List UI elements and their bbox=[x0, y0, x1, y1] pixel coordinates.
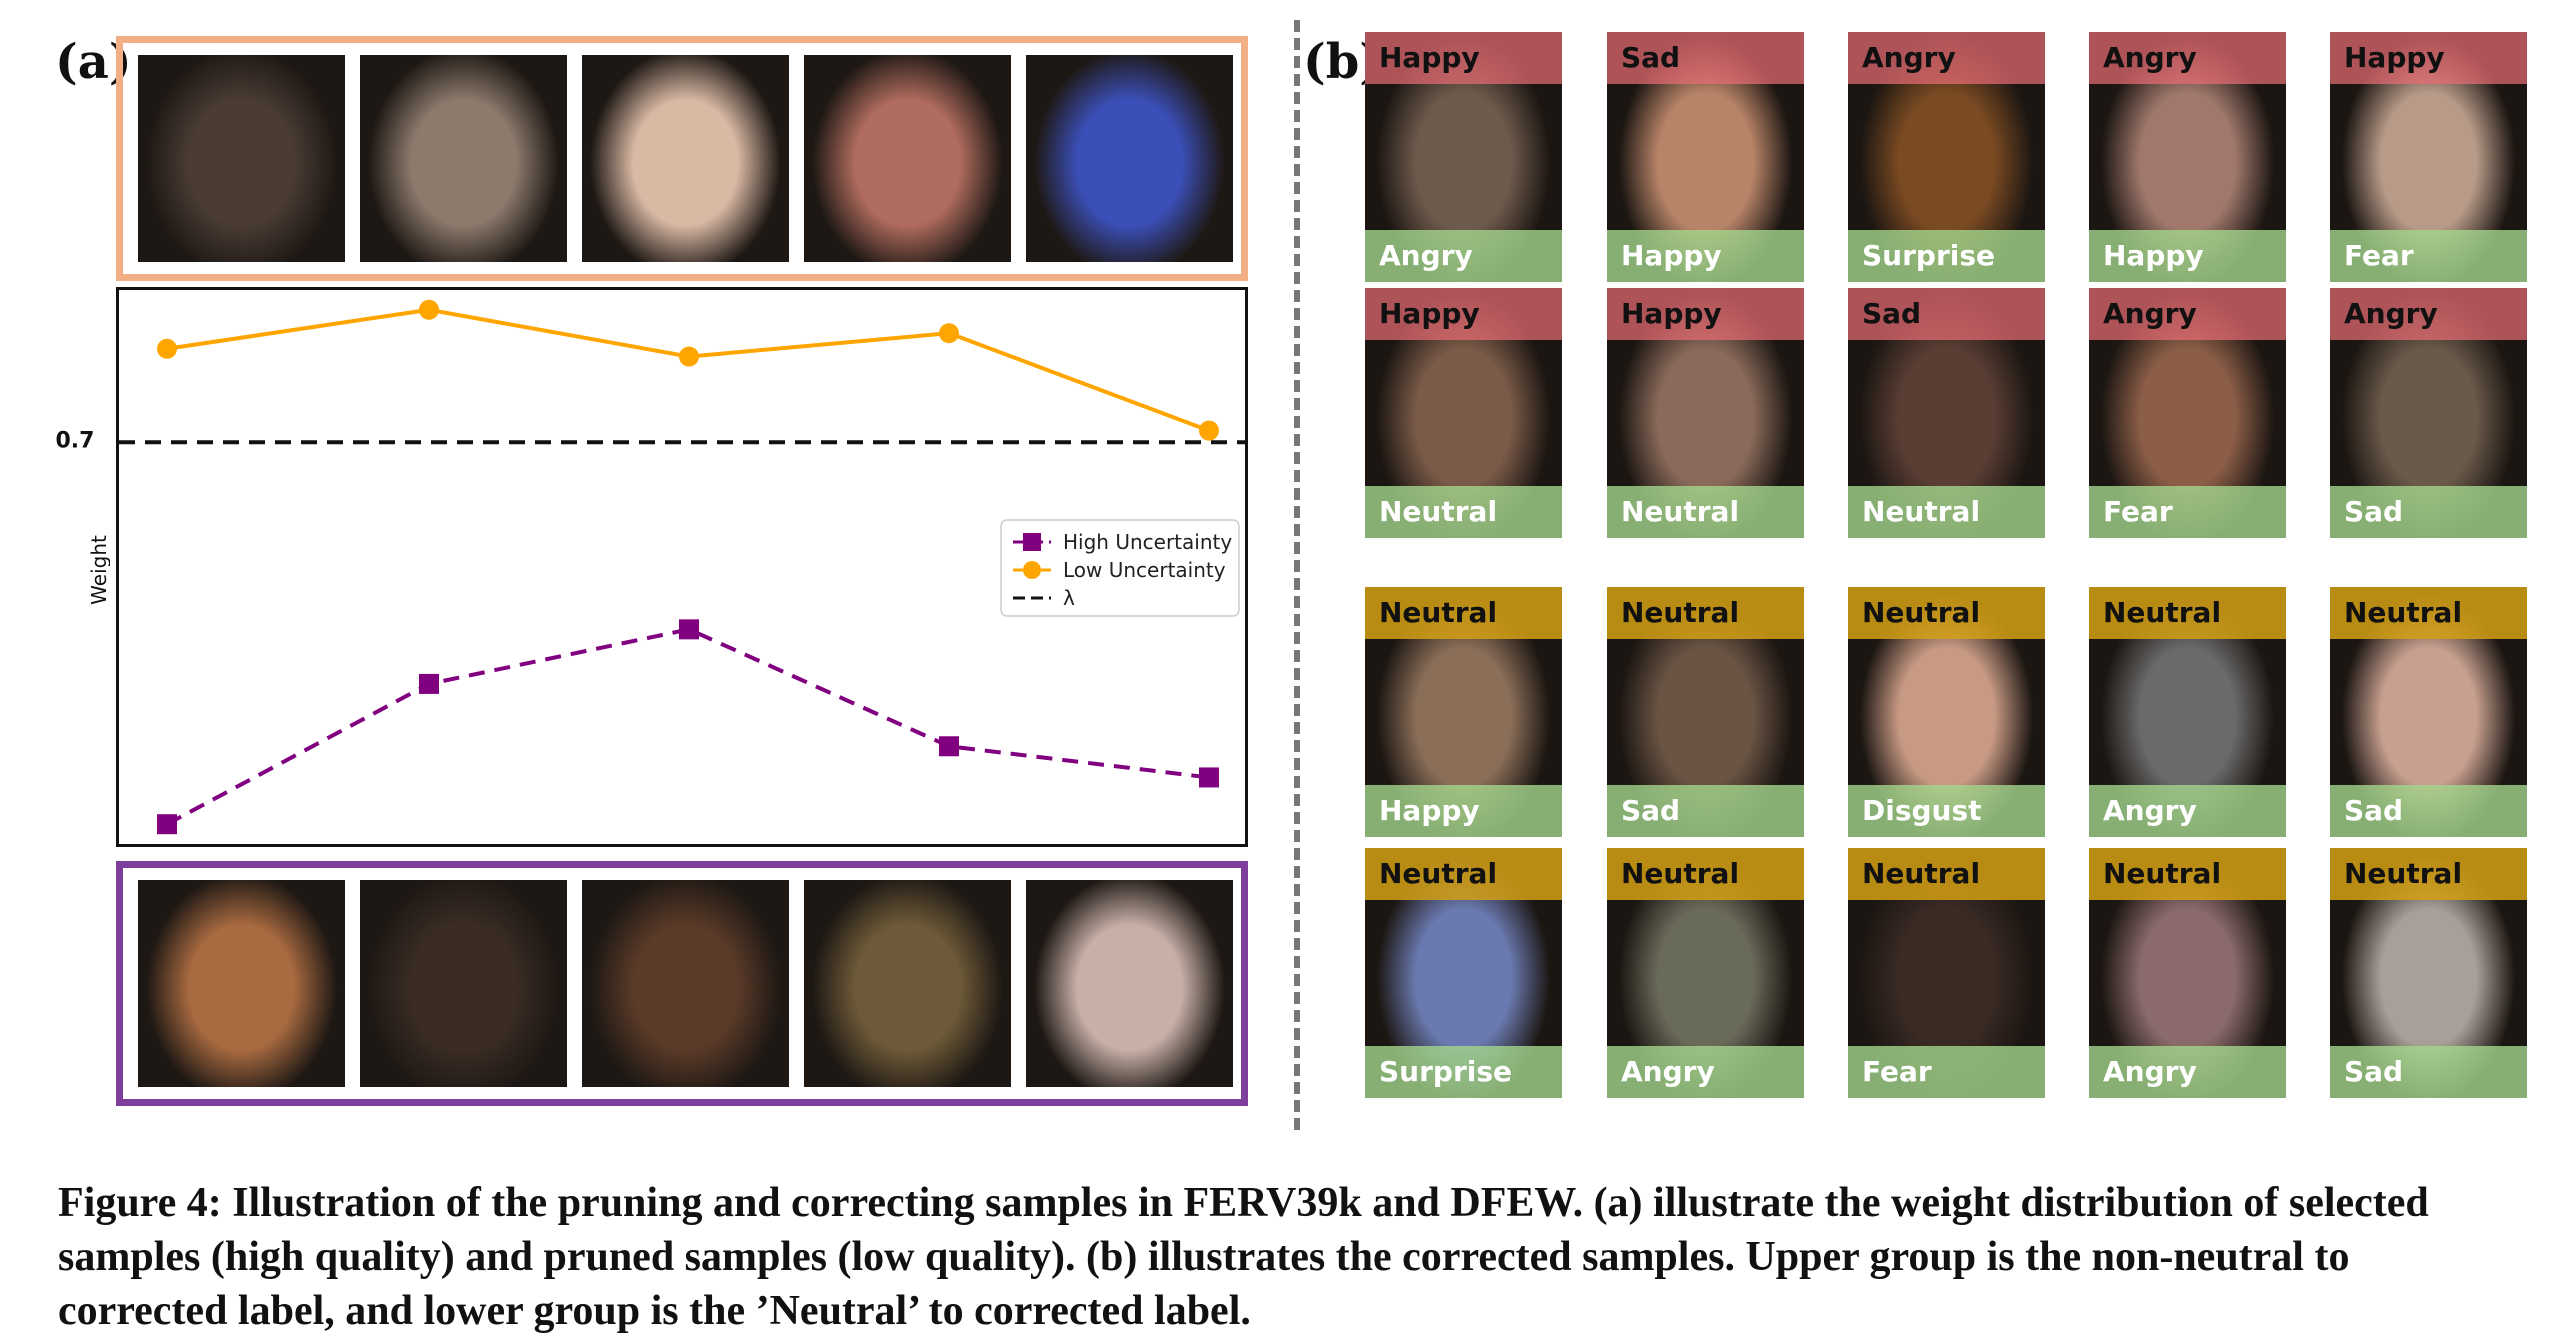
corrected-label: Neutral bbox=[1607, 486, 1804, 538]
low-quality-sample-face-4 bbox=[804, 880, 1011, 1087]
corrected-label: Fear bbox=[1848, 1046, 2045, 1098]
high-quality-samples-frame bbox=[116, 36, 1248, 281]
lower-sample-10: Neutral Sad bbox=[2330, 848, 2527, 1098]
series-2-point-1 bbox=[157, 338, 177, 359]
high-quality-sample-face-3 bbox=[582, 55, 789, 262]
corrected-label: Surprise bbox=[1365, 1046, 1562, 1098]
corrected-label: Surprise bbox=[1848, 230, 2045, 282]
legend-marker-1 bbox=[1023, 533, 1041, 551]
lower-sample-2: Neutral Sad bbox=[1607, 587, 1804, 837]
figure-caption: Figure 4: Illustration of the pruning an… bbox=[58, 1180, 2429, 1334]
upper-sample-3: Angry Surprise bbox=[1848, 32, 2045, 282]
original-label: Angry bbox=[2330, 288, 2527, 340]
corrected-label: Neutral bbox=[1365, 486, 1562, 538]
corrected-label: Happy bbox=[1607, 230, 1804, 282]
corrected-label: Angry bbox=[2089, 785, 2286, 837]
series-2-point-3 bbox=[679, 346, 699, 367]
corrected-label: Disgust bbox=[1848, 785, 2045, 837]
upper-sample-2: Sad Happy bbox=[1607, 32, 1804, 282]
lower-sample-7: Neutral Angry bbox=[1607, 848, 1804, 1098]
original-label: Happy bbox=[1365, 32, 1562, 84]
series-line-1 bbox=[166, 627, 1210, 826]
legend-label-1: High Uncertainty bbox=[1063, 530, 1232, 554]
legend-box bbox=[1000, 519, 1240, 617]
upper-sample-6: Happy Neutral bbox=[1365, 288, 1562, 538]
corrected-label: Sad bbox=[2330, 1046, 2527, 1098]
upper-sample-10: Angry Sad bbox=[2330, 288, 2527, 538]
series-2-point-4 bbox=[939, 323, 959, 344]
original-label: Neutral bbox=[2089, 587, 2286, 639]
original-label: Neutral bbox=[1365, 587, 1562, 639]
original-label: Neutral bbox=[1607, 848, 1804, 900]
weight-line-chart: High Uncertainty Low Uncertainty λ bbox=[119, 299, 1245, 835]
chart-y-axis-labels: 0.7 Weight bbox=[56, 428, 110, 605]
series-1-point-2 bbox=[419, 673, 439, 694]
lower-sample-3: Neutral Disgust bbox=[1848, 587, 2045, 837]
high-quality-sample-face-1 bbox=[138, 55, 345, 262]
original-label: Neutral bbox=[1848, 587, 2045, 639]
original-label: Happy bbox=[1607, 288, 1804, 340]
panel-divider bbox=[1294, 20, 1300, 1130]
corrected-label: Sad bbox=[2330, 486, 2527, 538]
corrected-label: Sad bbox=[2330, 785, 2527, 837]
series-line-2 bbox=[166, 307, 1210, 433]
upper-sample-8: Sad Neutral bbox=[1848, 288, 2045, 538]
original-label: Sad bbox=[1848, 288, 2045, 340]
corrected-label: Happy bbox=[2089, 230, 2286, 282]
upper-sample-7: Happy Neutral bbox=[1607, 288, 1804, 538]
original-label: Sad bbox=[1607, 32, 1804, 84]
upper-sample-4: Angry Happy bbox=[2089, 32, 2286, 282]
corrected-label: Angry bbox=[1365, 230, 1562, 282]
low-quality-sample-face-5 bbox=[1026, 880, 1233, 1087]
corrected-label: Fear bbox=[2089, 486, 2286, 538]
corrected-label: Neutral bbox=[1848, 486, 2045, 538]
upper-sample-5: Happy Fear bbox=[2330, 32, 2527, 282]
lower-sample-4: Neutral Angry bbox=[2089, 587, 2286, 837]
high-quality-sample-face-2 bbox=[360, 55, 567, 262]
original-label: Neutral bbox=[1365, 848, 1562, 900]
series-2-point-5 bbox=[1199, 420, 1219, 441]
original-label: Neutral bbox=[2330, 587, 2527, 639]
lower-sample-6: Neutral Surprise bbox=[1365, 848, 1562, 1098]
original-label: Happy bbox=[2330, 32, 2527, 84]
lower-sample-5: Neutral Sad bbox=[2330, 587, 2527, 837]
weight-chart: High Uncertainty Low Uncertainty λ bbox=[116, 287, 1248, 847]
series-1-point-3 bbox=[679, 619, 699, 640]
lower-sample-9: Neutral Angry bbox=[2089, 848, 2286, 1098]
corrected-label: Angry bbox=[2089, 1046, 2286, 1098]
low-quality-sample-face-3 bbox=[582, 880, 789, 1087]
series-1-point-1 bbox=[157, 814, 177, 835]
lower-sample-8: Neutral Fear bbox=[1848, 848, 2045, 1098]
original-label: Angry bbox=[2089, 288, 2286, 340]
high-quality-sample-face-4 bbox=[804, 55, 1011, 262]
low-quality-sample-face-2 bbox=[360, 880, 567, 1087]
corrected-label: Fear bbox=[2330, 230, 2527, 282]
high-quality-sample-face-5 bbox=[1026, 55, 1233, 262]
original-label: Neutral bbox=[2330, 848, 2527, 900]
original-label: Happy bbox=[1365, 288, 1562, 340]
low-quality-samples-frame bbox=[116, 861, 1248, 1106]
low-quality-sample-face-1 bbox=[138, 880, 345, 1087]
corrected-label: Sad bbox=[1607, 785, 1804, 837]
series-1-point-4 bbox=[939, 736, 959, 757]
legend-label-2: Low Uncertainty bbox=[1063, 558, 1226, 582]
original-label: Angry bbox=[2089, 32, 2286, 84]
y-tick-label: 0.7 bbox=[56, 428, 95, 453]
lower-sample-1: Neutral Happy bbox=[1365, 587, 1562, 837]
y-axis-label: Weight bbox=[87, 535, 110, 605]
series-2-point-2 bbox=[419, 299, 439, 320]
legend-label-3: λ bbox=[1063, 586, 1075, 610]
upper-sample-1: Happy Angry bbox=[1365, 32, 1562, 282]
original-label: Neutral bbox=[1607, 587, 1804, 639]
legend-marker-2 bbox=[1023, 561, 1041, 579]
upper-sample-9: Angry Fear bbox=[2089, 288, 2286, 538]
corrected-label: Angry bbox=[1607, 1046, 1804, 1098]
original-label: Angry bbox=[1848, 32, 2045, 84]
original-label: Neutral bbox=[2089, 848, 2286, 900]
corrected-label: Happy bbox=[1365, 785, 1562, 837]
original-label: Neutral bbox=[1848, 848, 2045, 900]
series-1-point-5 bbox=[1199, 767, 1219, 788]
